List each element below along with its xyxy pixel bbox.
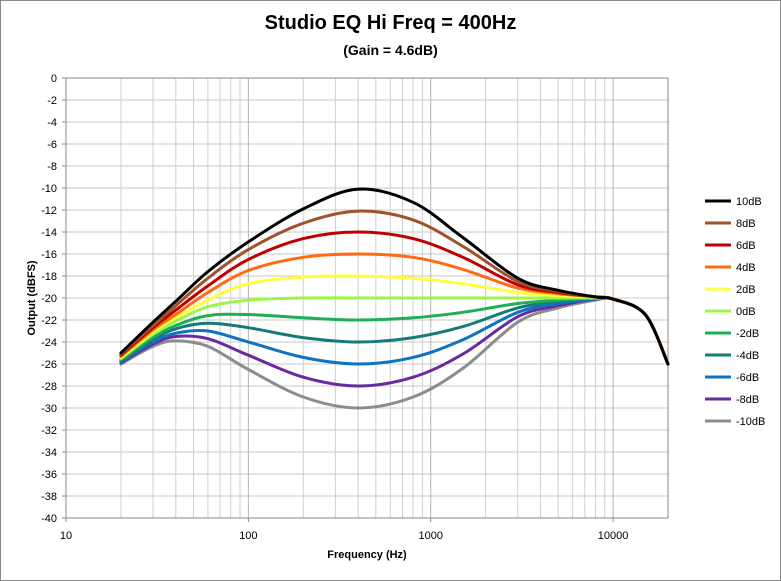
y-tick-label: -12 [41,205,57,217]
y-tick-label: -18 [41,271,57,283]
y-tick-label: -4 [47,117,57,129]
legend-label-minus-6db: -6dB [736,372,759,384]
y-tick-label: -22 [41,315,57,327]
series-line-minus-10db [119,296,670,410]
y-tick-label: -26 [41,359,57,371]
series-group [119,187,670,410]
y-tick-label: -36 [41,469,57,481]
y-tick-label: -38 [41,491,57,503]
x-axis-label: Frequency (Hz) [327,549,407,561]
chart-title: Studio EQ Hi Freq = 400Hz [264,12,517,34]
y-tick-label: -28 [41,381,57,393]
x-tick-label: 100 [239,530,257,542]
legend-label-minus-8db: -8dB [736,394,759,406]
legend-label-4db: 4dB [736,262,756,274]
y-tick-label: -34 [41,447,57,459]
legend-label-10db: 10dB [736,196,762,208]
axes: 0 -2 -4 -6 -8 -10 -12 -14 -16 -18 -20 -22 -24 -26 -28 -… [41,73,669,542]
x-tick-label: 1000 [418,530,442,542]
x-tick-label: 10 [60,530,72,542]
chart-subtitle: (Gain = 4.6dB) [343,42,438,58]
y-tick-label: -40 [41,513,57,525]
y-tick-label: -6 [47,139,57,151]
y-tick-label: -16 [41,249,57,261]
x-tick-label: 10000 [598,530,629,542]
y-tick-label: -8 [47,161,57,173]
plot-border [65,77,669,519]
legend-label-8db: 8dB [736,218,756,230]
y-tick-label: -24 [41,337,57,349]
legend-label-minus-4db: -4dB [736,350,759,362]
y-tick-label: -32 [41,425,57,437]
y-tick-label: -10 [41,183,57,195]
y-tick-label: -30 [41,403,57,415]
y-tick-label: -14 [41,227,57,239]
y-tick-label: -20 [41,293,57,305]
y-tick-label: -2 [47,95,57,107]
legend-label-0db: 0dB [736,306,756,318]
legend-label-2db: 2dB [736,284,756,296]
legend: 10dB 8dB 6dB 4dB 2dB 0dB -2dB -4dB -6dB -8dB -10dB [705,196,765,428]
series-line-10db [119,187,670,366]
legend-label-minus-2db: -2dB [736,328,759,340]
y-tick-label: 0 [51,73,57,85]
legend-label-6db: 6dB [736,240,756,252]
legend-label-minus-10db: -10dB [736,416,765,428]
